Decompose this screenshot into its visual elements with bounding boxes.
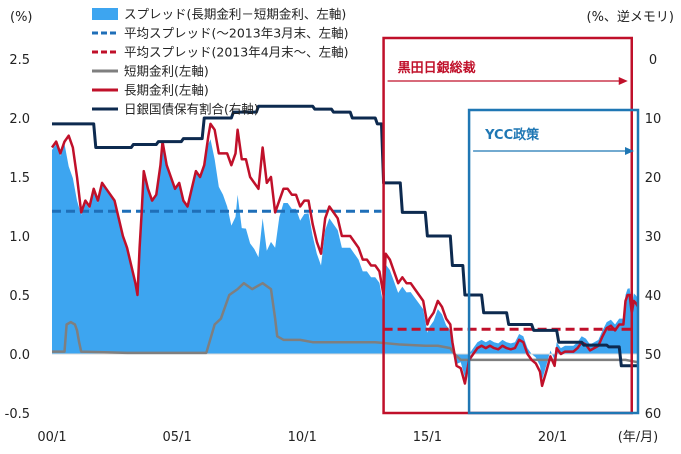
y-right-tick-6: 60 <box>645 407 662 422</box>
x-axis-unit: (年/月) <box>618 430 659 445</box>
y-right-tick-5: 50 <box>645 348 662 363</box>
legend-label-4: 長期金利(左軸) <box>124 83 209 98</box>
legend-label-3: 短期金利(左軸) <box>124 64 209 79</box>
long-rate-line <box>50 122 640 388</box>
ycc-box <box>467 108 640 415</box>
y-right-tick-1: 10 <box>645 112 662 127</box>
y-left-tick-0: 2.5 <box>9 53 30 68</box>
y-left-tick-5: 0.0 <box>9 348 30 363</box>
ycc-arrow-head <box>625 147 634 155</box>
y-left-tick-6: -0.5 <box>5 407 30 422</box>
legend-label-5: 日銀国債保有割合(右軸) <box>124 102 259 117</box>
legend-label-2: 平均スプレッド(2013年4月末～、左軸) <box>124 45 349 60</box>
y-left-tick-2: 1.5 <box>9 171 30 186</box>
legend-label-0: スプレッド(長期金利－短期金利、左軸) <box>124 7 346 22</box>
ycc-label: YCC政策 <box>484 127 540 143</box>
y-right-tick-4: 40 <box>645 289 662 304</box>
kuroda-label: 黒田日銀総裁 <box>398 60 476 76</box>
y-right-tick-2: 20 <box>645 171 662 186</box>
y-left-tick-1: 2.0 <box>9 112 30 127</box>
y-right-tick-3: 30 <box>645 230 662 245</box>
kuroda-arrow-head <box>618 77 628 85</box>
spread-area <box>52 139 638 380</box>
legend-swatch-area-0 <box>92 8 118 20</box>
x-tick-4: 20/1 <box>538 430 567 445</box>
x-tick-2: 10/1 <box>288 430 317 445</box>
y-left-tick-3: 1.0 <box>9 230 30 245</box>
y-right-tick-0: 0 <box>649 53 657 68</box>
x-tick-0: 00/1 <box>37 430 66 445</box>
kuroda-box <box>382 36 633 415</box>
x-tick-1: 05/1 <box>163 430 192 445</box>
right-axis-unit: (%、逆メモリ) <box>587 9 675 25</box>
short-rate-line <box>52 281 639 364</box>
y-left-tick-4: 0.5 <box>9 289 30 304</box>
legend-label-1: 平均スプレッド(～2013年3月末、左軸) <box>124 26 349 41</box>
left-axis-unit: (%) <box>10 10 33 25</box>
x-tick-3: 15/1 <box>413 430 442 445</box>
